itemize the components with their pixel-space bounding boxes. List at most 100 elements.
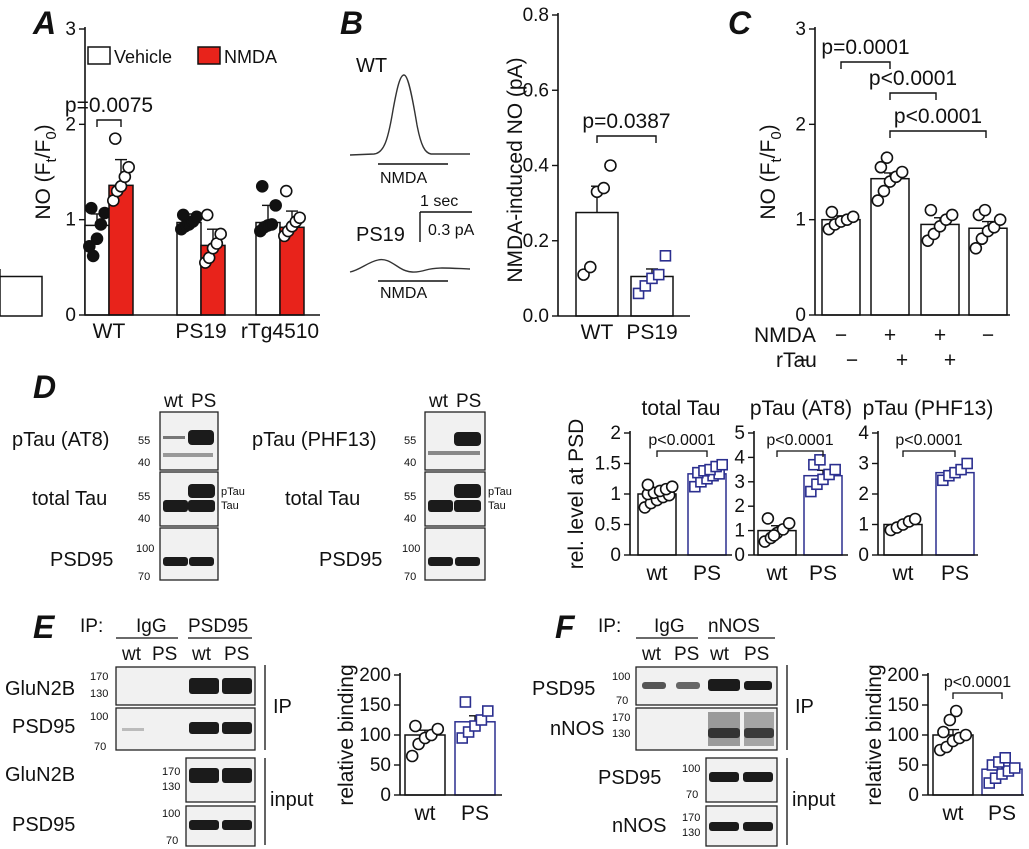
band-ptau-phf13 [454, 432, 481, 446]
band-ptau-at8-low [163, 453, 213, 457]
mw-100-d3: 100 [136, 543, 154, 555]
panel-label-f: F [555, 609, 576, 645]
y-axis-label: relative binding [863, 664, 886, 805]
band-ptau-upper-left [188, 484, 215, 498]
y-tick-label: 1 [734, 521, 745, 542]
y-tick-label: 0.6 [523, 80, 549, 101]
y-tick-label: 0.4 [523, 156, 550, 177]
mw-40-d5: 40 [404, 513, 416, 525]
y-axis-label: NO (Ft/F0) [757, 124, 785, 219]
band-tau-wt-left [163, 500, 188, 512]
lane-f-3: wt [709, 644, 730, 665]
treatment-sign: + [896, 349, 908, 372]
row-nnos-ip-f: nNOS [550, 718, 604, 740]
data-point [293, 211, 306, 225]
y-tick-label: 2 [858, 484, 869, 505]
mw-130-f2: 130 [612, 728, 630, 740]
chart-panel-c: 0 1 2 3 p=0.0001 p<0.0001 p<0.0001 NO (Ft/F0) NM… [754, 19, 1010, 372]
mw-170-e3: 170 [162, 766, 180, 778]
y-tick-label: 3 [795, 19, 806, 40]
data-point [665, 480, 679, 493]
panel-label-d: D [33, 369, 56, 405]
bar [575, 211, 619, 317]
data-point [94, 218, 108, 231]
row-label-ptau-phf13: pTau (PHF13) [252, 429, 377, 451]
data-point [481, 705, 494, 717]
treatment-sign: − [797, 349, 809, 372]
legend-label-nmda: NMDA [224, 47, 277, 67]
data-point [405, 749, 419, 763]
data-point [716, 458, 729, 471]
data-point [90, 232, 104, 246]
data-point [825, 205, 839, 219]
data-point [462, 726, 475, 738]
y-tick-label: 50 [898, 755, 919, 776]
significance-bracket [776, 450, 824, 457]
band-nnos-ip-wt [708, 728, 740, 738]
bar [0, 275, 43, 317]
panel-label-e: E [33, 609, 56, 645]
band-label-ptau-left: pTau [221, 486, 245, 498]
y-tick-label: 0 [610, 545, 621, 566]
band-glun2b-ip-ps [222, 678, 252, 694]
group-igg-f: IgG [654, 616, 685, 637]
y-tick-label: 0 [734, 545, 745, 566]
data-point [456, 732, 469, 744]
band-nnos-input-ps [743, 822, 773, 831]
blot-psd95-d-left [159, 527, 219, 581]
data-point [805, 485, 817, 498]
y-tick-label: 3 [65, 19, 76, 40]
data-point [409, 719, 422, 733]
mw-55-d4: 55 [404, 435, 416, 447]
chart-title: pTau (AT8) [750, 397, 852, 420]
mw-55-d5: 55 [404, 491, 416, 503]
mw-100-e2: 100 [90, 711, 108, 723]
data-point [908, 512, 922, 526]
data-point [969, 241, 983, 255]
data-point [949, 704, 963, 718]
bar [821, 218, 861, 316]
band-label-ptau-right: pTau [488, 486, 512, 498]
chart-panel-f: 0 50 100 150 200 wt PS p<0.0001 relative binding [863, 664, 1024, 825]
band-ptau-at8-wt-faint [163, 436, 185, 439]
bar [935, 471, 975, 556]
data-point [846, 210, 860, 224]
x-category-label: wt [942, 802, 964, 825]
x-category-label: wt [646, 562, 668, 585]
y-tick-label: 200 [887, 665, 919, 686]
band-ptau-upper-right [454, 484, 481, 498]
y-tick-label: 0 [795, 305, 806, 326]
band-nnos-input-wt [709, 822, 739, 831]
y-tick-label: 1 [795, 210, 806, 231]
treatment-sign: + [884, 324, 896, 347]
y-tick-label: 2 [734, 496, 745, 517]
mw-130-f4: 130 [682, 827, 700, 839]
x-category-label: PS19 [175, 320, 226, 343]
band-psd95-ip-nnos-wt [708, 679, 740, 691]
mw-70-e4: 70 [166, 835, 178, 847]
y-tick-label: 0.0 [523, 306, 549, 327]
nmda-label-wt: NMDA [380, 170, 427, 187]
wt-trace-line [349, 74, 470, 156]
data-point [993, 213, 1007, 226]
data-point [459, 696, 472, 708]
mw-100-e4: 100 [162, 808, 180, 820]
y-axis-label: relative binding [335, 664, 358, 805]
x-category-label: PS19 [626, 321, 677, 344]
y-tick-label: 150 [887, 695, 919, 716]
row-psd95-ip-f: PSD95 [532, 678, 595, 700]
legend-label-vehicle: Vehicle [114, 47, 172, 67]
band-psd95-ip-igg-ps [676, 682, 700, 689]
data-point [86, 249, 100, 263]
lane-f-4: PS [744, 644, 769, 665]
y-axis-label: NO (Ft/F0) [32, 124, 60, 219]
data-point [937, 725, 950, 739]
y-tick-label: 5 [734, 423, 745, 444]
y-tick-label: 1 [65, 210, 76, 231]
mw-130-e3: 130 [162, 781, 180, 793]
y-tick-label: 4 [734, 447, 745, 468]
data-point [122, 160, 135, 174]
significance-bracket [96, 119, 122, 127]
data-point [978, 203, 992, 217]
x-category-label: PS [941, 562, 969, 585]
